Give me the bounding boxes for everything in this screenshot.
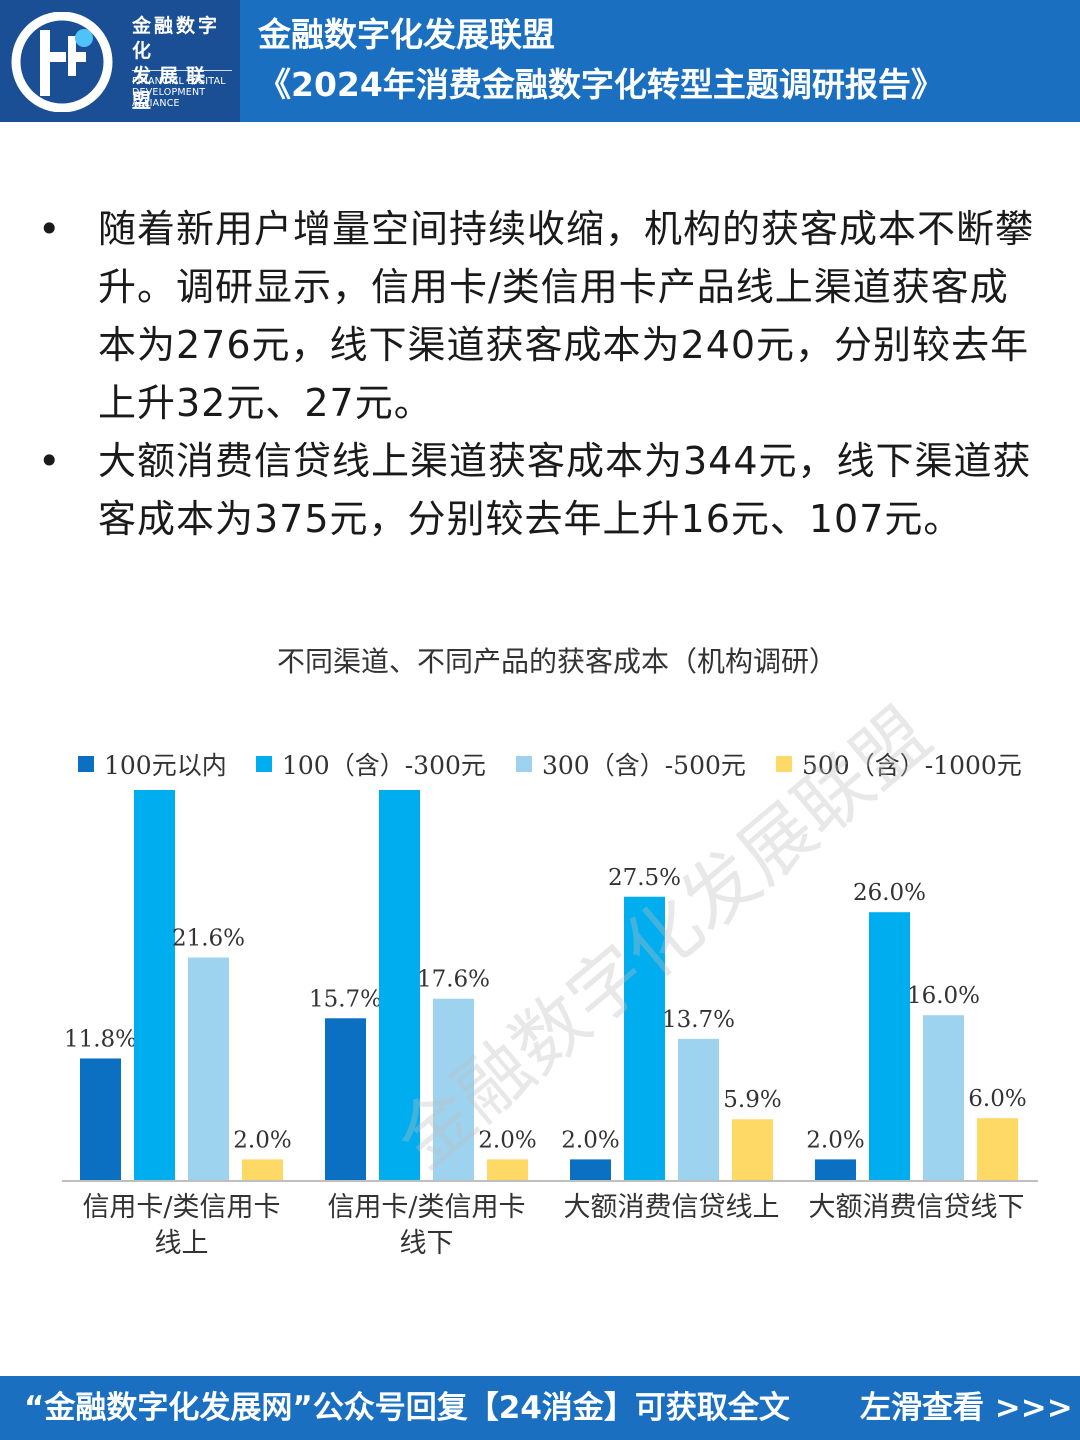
- legend-swatch: [516, 756, 532, 772]
- bar-chart: 11.8%15.7%2.0%2.0%39.2%41.2%27.5%26.0%21…: [62, 790, 1038, 1259]
- legend-label: 100元以内: [104, 751, 227, 780]
- legend-item: 100元以内: [78, 746, 227, 782]
- x-tick-label: 大额消费信贷线上: [564, 1192, 780, 1223]
- data-label: 5.9%: [723, 1087, 781, 1113]
- data-label: 17.6%: [417, 967, 490, 993]
- legend-item: 100（含）-300元: [256, 746, 486, 782]
- x-tick-label: 信用卡/类信用卡: [327, 1192, 525, 1223]
- bullet-item: • 大额消费信贷线上渠道获客成本为344元，线下渠道获客成本为375元，分别较去…: [38, 432, 1043, 548]
- x-tick-label: 线下: [400, 1228, 454, 1259]
- data-label: 11.8%: [64, 1026, 137, 1052]
- bullet-dot-icon: •: [38, 439, 62, 483]
- header-bar: 金融数字化 发展联盟 FINANCIAL DIGITAL DEVELOPMENT…: [0, 0, 1080, 122]
- data-label: 26.0%: [853, 880, 926, 906]
- chart-bar: [570, 1159, 611, 1180]
- footer-cta-text: “金融数字化发展网”公众号回复【24消金】可获取全文: [24, 1390, 790, 1426]
- data-label: 2.0%: [478, 1127, 536, 1153]
- logo-divider: [132, 70, 232, 71]
- data-label: 15.7%: [309, 986, 382, 1012]
- logo-en-line1: FINANCIAL DIGITAL: [132, 76, 226, 87]
- legend-item: 500（含）-1000元: [776, 746, 1022, 782]
- chart-bar: [624, 896, 665, 1180]
- legend-label: 500（含）-1000元: [802, 751, 1022, 780]
- x-tick-label: 大额消费信贷线下: [809, 1192, 1025, 1223]
- chart-bar: [732, 1119, 773, 1180]
- legend-swatch: [78, 756, 94, 772]
- x-tick-label: 线上: [155, 1228, 209, 1259]
- chart-bar: [433, 998, 474, 1180]
- chart-bar: [242, 1159, 283, 1180]
- logo-english-name: FINANCIAL DIGITAL DEVELOPMENT ALLIANCE: [132, 76, 242, 109]
- chart-legend: 100元以内 100（含）-300元 300（含）-500元 500（含）-10…: [78, 746, 1058, 782]
- chart-bar: [869, 912, 910, 1180]
- legend-label: 100（含）-300元: [282, 751, 486, 780]
- alliance-logo-icon: [11, 12, 113, 112]
- bullet-dot-icon: •: [38, 207, 62, 251]
- x-tick-label: 信用卡/类信用卡: [82, 1192, 280, 1223]
- legend-label: 300（含）-500元: [542, 751, 746, 780]
- data-label: 13.7%: [662, 1007, 735, 1033]
- report-title: 《2024年消费金融数字化转型主题调研报告》: [258, 65, 944, 104]
- chart-bar: [815, 1159, 856, 1180]
- legend-swatch: [776, 756, 792, 772]
- chart-bar: [325, 1018, 366, 1180]
- data-label: 6.0%: [968, 1086, 1026, 1112]
- data-label: 2.0%: [806, 1127, 864, 1153]
- data-label: 21.6%: [172, 926, 245, 952]
- legend-item: 300（含）-500元: [516, 746, 746, 782]
- page-title: 金融数字化发展联盟: [258, 15, 555, 54]
- data-label: 16.0%: [907, 983, 980, 1009]
- logo-cn-line1: 金融数字化: [132, 15, 221, 62]
- logo-en-line2: DEVELOPMENT ALLIANCE: [132, 87, 206, 109]
- chart-bar: [977, 1118, 1018, 1180]
- data-label: 2.0%: [233, 1127, 291, 1153]
- chart-bar: [134, 790, 175, 1180]
- footer-bar: “金融数字化发展网”公众号回复【24消金】可获取全文 左滑查看 >>>: [0, 1376, 1080, 1440]
- data-label: 2.0%: [561, 1127, 619, 1153]
- chart-bar: [80, 1058, 121, 1180]
- chart-bar: [487, 1159, 528, 1180]
- data-label: 27.5%: [608, 865, 681, 891]
- legend-swatch: [256, 756, 272, 772]
- bullet-text: 随着新用户增量空间持续收缩，机构的获客成本不断攀升。调研显示，信用卡/类信用卡产…: [98, 207, 1035, 425]
- chart-title: 不同渠道、不同产品的获客成本（机构调研）: [276, 645, 837, 678]
- chart-bar: [678, 1038, 719, 1180]
- logo: 金融数字化 发展联盟 FINANCIAL DIGITAL DEVELOPMENT…: [0, 0, 240, 122]
- chart-bar: [188, 957, 229, 1180]
- bullet-text: 大额消费信贷线上渠道获客成本为344元，线下渠道获客成本为375元，分别较去年上…: [98, 439, 1032, 541]
- chart-bar: [923, 1015, 964, 1180]
- swipe-left-link[interactable]: 左滑查看 >>>: [860, 1390, 1073, 1426]
- chart-bar: [379, 790, 420, 1180]
- bullet-item: • 随着新用户增量空间持续收缩，机构的获客成本不断攀升。调研显示，信用卡/类信用…: [38, 200, 1043, 432]
- bullet-list: • 随着新用户增量空间持续收缩，机构的获客成本不断攀升。调研显示，信用卡/类信用…: [38, 200, 1043, 548]
